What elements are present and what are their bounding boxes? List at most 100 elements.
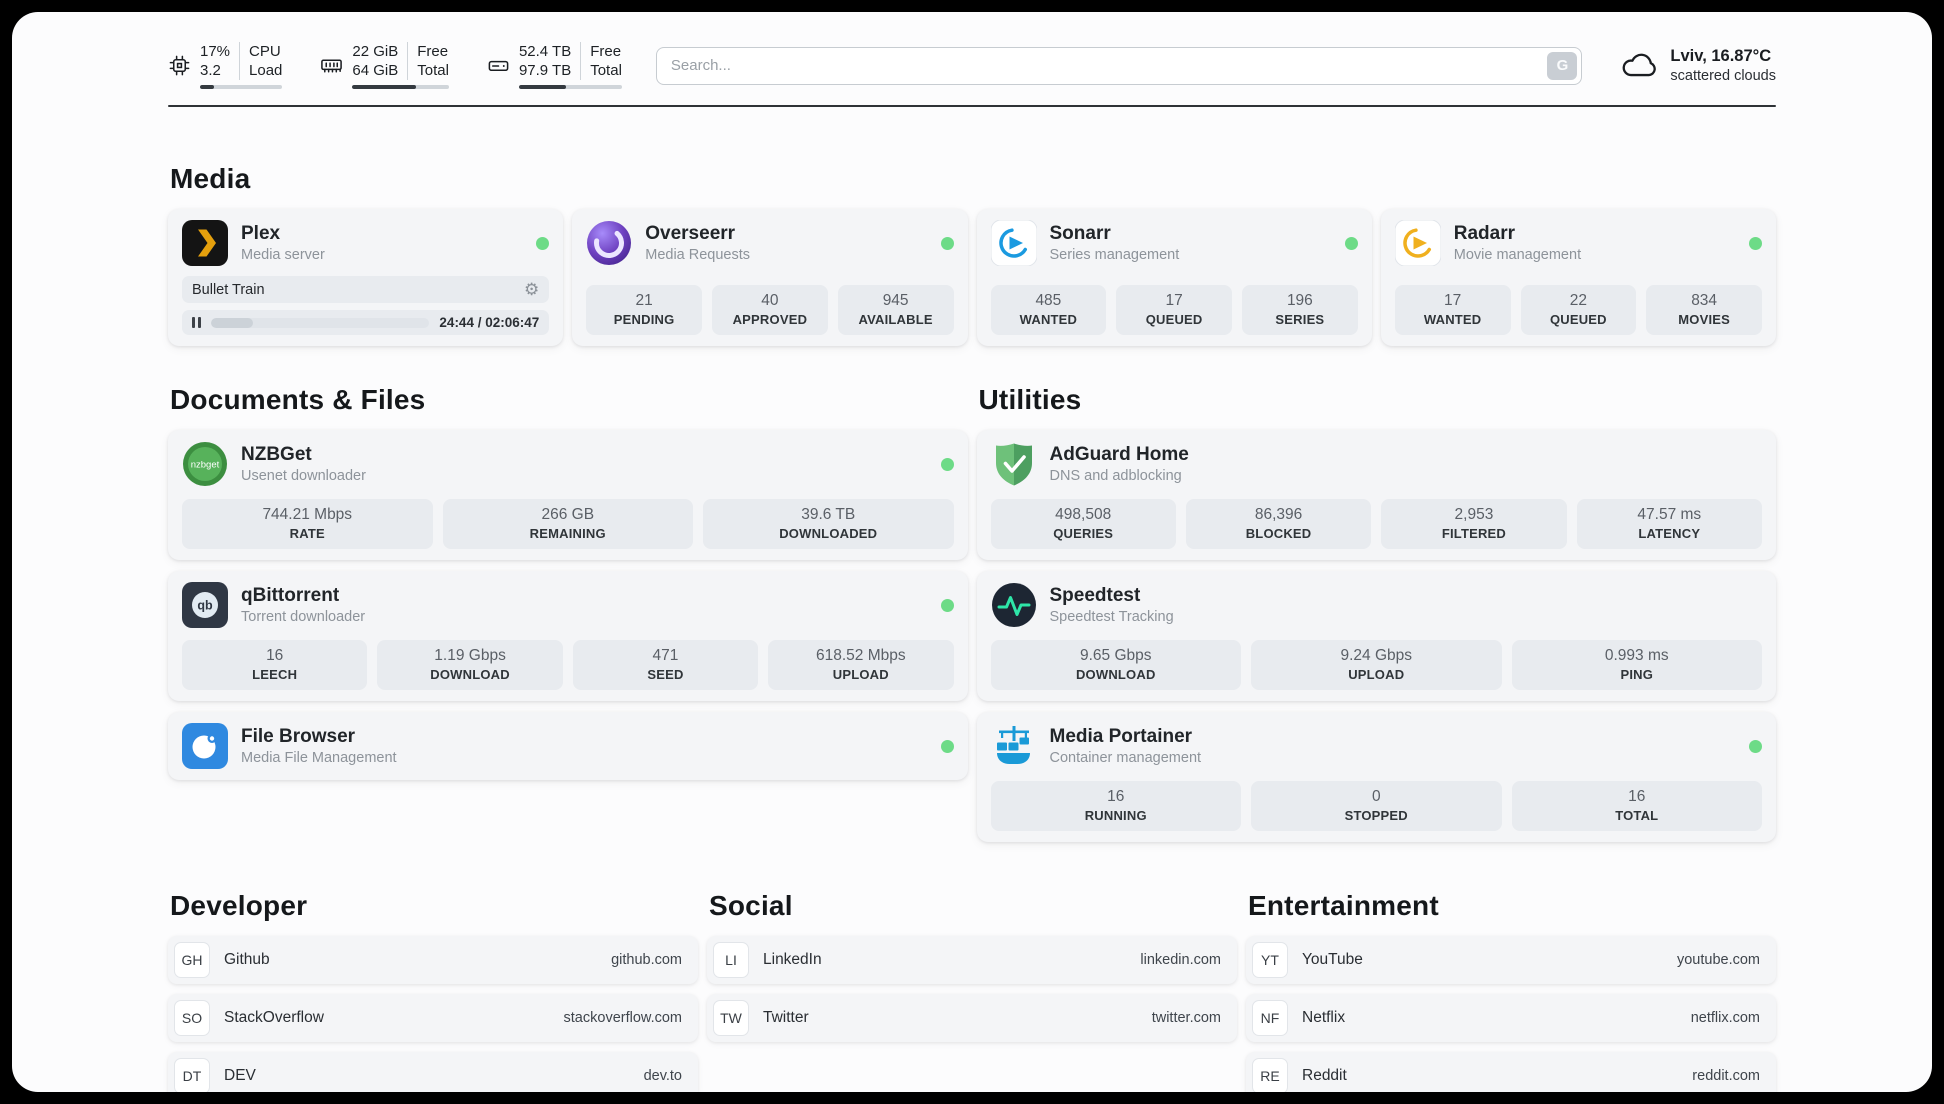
- dashboard-panel: 17% 3.2 CPU Load: [12, 12, 1932, 1092]
- stat-queued: 17 QUEUED: [1116, 285, 1232, 335]
- disk-usage-bar: [518, 85, 622, 89]
- bookmark-youtube[interactable]: YT YouTube youtube.com: [1246, 936, 1776, 984]
- bookmark-linkedin[interactable]: LI LinkedIn linkedin.com: [707, 936, 1237, 984]
- cpu-percent-value: 17%: [200, 43, 231, 60]
- svg-text:nzbget: nzbget: [191, 460, 220, 471]
- stat-rate: 744.21 Mbps RATE: [182, 499, 433, 549]
- topbar: 17% 3.2 CPU Load: [168, 42, 1776, 89]
- disk-free-label: Free: [590, 43, 622, 60]
- stat-ping: 0.993 ms PING: [1511, 640, 1762, 690]
- cpu-load-value: 3.2: [200, 62, 221, 79]
- app-card-radarr[interactable]: Radarr Movie management 17 WANTED 22 QUE…: [1380, 209, 1776, 346]
- search-engine-button[interactable]: G: [1547, 51, 1578, 80]
- now-playing-title: Bullet Train: [192, 281, 265, 298]
- dev-icon: DT: [174, 1058, 210, 1092]
- stat-stopped: 0 STOPPED: [1251, 781, 1502, 831]
- bookmark-twitter[interactable]: TW Twitter twitter.com: [707, 994, 1237, 1042]
- github-icon: GH: [174, 942, 210, 978]
- stat-total: 16 TOTAL: [1511, 781, 1762, 831]
- app-card-nzbget[interactable]: nzbget NZBGet Usenet downloader 744.21 M…: [168, 430, 968, 560]
- status-dot: [940, 457, 954, 471]
- stat-download: 1.19 Gbps DOWNLOAD: [377, 640, 563, 690]
- bookmark-stackoverflow[interactable]: SO StackOverflow stackoverflow.com: [168, 994, 698, 1042]
- bookmark-github[interactable]: GH Github github.com: [168, 936, 698, 984]
- hard-drive-icon: [487, 54, 510, 77]
- nzbget-icon: nzbget: [182, 441, 228, 487]
- bookmark-dev[interactable]: DT DEV dev.to: [168, 1052, 698, 1092]
- system-widgets: 17% 3.2 CPU Load: [168, 42, 622, 89]
- app-card-filebrowser[interactable]: File Browser Media File Management: [168, 712, 968, 780]
- app-card-portainer[interactable]: Media Portainer Container management 16 …: [976, 712, 1776, 842]
- disk-usage-fill: [518, 85, 567, 89]
- gear-icon[interactable]: ⚙: [524, 280, 540, 299]
- app-card-adguard[interactable]: AdGuard Home DNS and adblocking 498,508 …: [976, 430, 1776, 560]
- speedtest-icon: [991, 582, 1037, 628]
- stat-series: 196 SERIES: [1242, 285, 1358, 335]
- weather-widget: Lviv, 16.87°C scattered clouds: [1620, 45, 1776, 86]
- stat-leech: 16 LEECH: [182, 640, 368, 690]
- twitter-icon: TW: [713, 1000, 749, 1036]
- app-name: AdGuard Home: [1049, 443, 1189, 465]
- app-desc: Media server: [241, 246, 325, 263]
- cpu-icon: [168, 54, 191, 77]
- app-name: Speedtest: [1049, 584, 1141, 606]
- search-input[interactable]: [655, 46, 1583, 85]
- filebrowser-icon: [182, 723, 228, 769]
- stat-pending: 21 PENDING: [586, 285, 702, 335]
- stat-approved: 40 APPROVED: [712, 285, 828, 335]
- app-desc: Usenet downloader: [241, 467, 366, 484]
- app-desc: DNS and adblocking: [1049, 467, 1182, 484]
- section-developer: Developer GH Github github.com SO StackO…: [168, 890, 698, 1092]
- stat-running: 16 RUNNING: [990, 781, 1241, 831]
- adguard-icon: [991, 441, 1037, 487]
- cloud-icon: [1620, 48, 1660, 84]
- qbittorrent-icon: qb: [182, 582, 228, 628]
- app-card-qbittorrent[interactable]: qb qBittorrent Torrent downloader 16 LEE…: [168, 571, 968, 701]
- disk-total-value: 97.9 TB: [518, 62, 572, 79]
- cpu-usage-fill: [200, 85, 214, 89]
- app-card-sonarr[interactable]: Sonarr Series management 485 WANTED 17 Q…: [976, 209, 1372, 346]
- app-name: Plex: [241, 222, 281, 244]
- stat-blocked: 86,396 BLOCKED: [1185, 499, 1372, 549]
- stackoverflow-icon: SO: [174, 1000, 210, 1036]
- stat-upload: 618.52 Mbps UPLOAD: [768, 640, 954, 690]
- weather-location: Lviv, 16.87°C: [1670, 47, 1772, 65]
- weather-condition: scattered clouds: [1670, 68, 1776, 84]
- section-title-documents: Documents & Files: [170, 384, 426, 415]
- app-name: Overseerr: [645, 222, 736, 244]
- app-desc: Series management: [1049, 246, 1180, 263]
- bookmark-netflix[interactable]: NF Netflix netflix.com: [1246, 994, 1776, 1042]
- playback-progress-bar[interactable]: [210, 317, 430, 328]
- status-dot: [1749, 236, 1762, 250]
- section-social: Social LI LinkedIn linkedin.com TW Twitt…: [707, 890, 1237, 1042]
- stat-movies: 834 MOVIES: [1646, 285, 1762, 335]
- app-card-plex[interactable]: Plex Media server Bullet Train ⚙ 24:44 /…: [168, 209, 564, 346]
- ram-total-label: Total: [417, 62, 449, 79]
- status-dot: [1749, 739, 1762, 753]
- playback-progress-row: 24:44 / 02:06:47: [182, 310, 550, 335]
- app-desc: Media Requests: [645, 246, 751, 263]
- app-name: NZBGet: [241, 443, 312, 465]
- stat-remaining: 266 GB REMAINING: [442, 499, 693, 549]
- ram-icon: [320, 54, 343, 77]
- section-title-entertainment: Entertainment: [1248, 890, 1439, 921]
- cpu-widget: 17% 3.2 CPU Load: [168, 42, 283, 89]
- ram-free-label: Free: [417, 43, 449, 60]
- linkedin-icon: LI: [713, 942, 749, 978]
- ram-usage-fill: [352, 85, 417, 89]
- section-entertainment: Entertainment YT YouTube youtube.com NF …: [1246, 890, 1776, 1092]
- section-title-social: Social: [709, 890, 793, 921]
- pause-icon[interactable]: [192, 317, 201, 328]
- cpu-load-label: Load: [249, 62, 283, 79]
- disk-widget: 52.4 TB 97.9 TB Free Total: [487, 42, 622, 89]
- app-desc: Speedtest Tracking: [1049, 608, 1174, 625]
- stat-queued: 22 QUEUED: [1520, 285, 1637, 335]
- bookmark-reddit[interactable]: RE Reddit reddit.com: [1246, 1052, 1776, 1092]
- app-card-speedtest[interactable]: Speedtest Speedtest Tracking 9.65 Gbps D…: [976, 571, 1776, 701]
- app-name: Radarr: [1453, 222, 1515, 244]
- stat-wanted: 17 WANTED: [1394, 285, 1511, 335]
- app-card-overseerr[interactable]: Overseerr Media Requests 21 PENDING 40 A…: [572, 209, 968, 346]
- stat-downloaded: 39.6 TB DOWNLOADED: [703, 499, 954, 549]
- app-desc: Media File Management: [241, 749, 397, 766]
- netflix-icon: NF: [1252, 1000, 1288, 1036]
